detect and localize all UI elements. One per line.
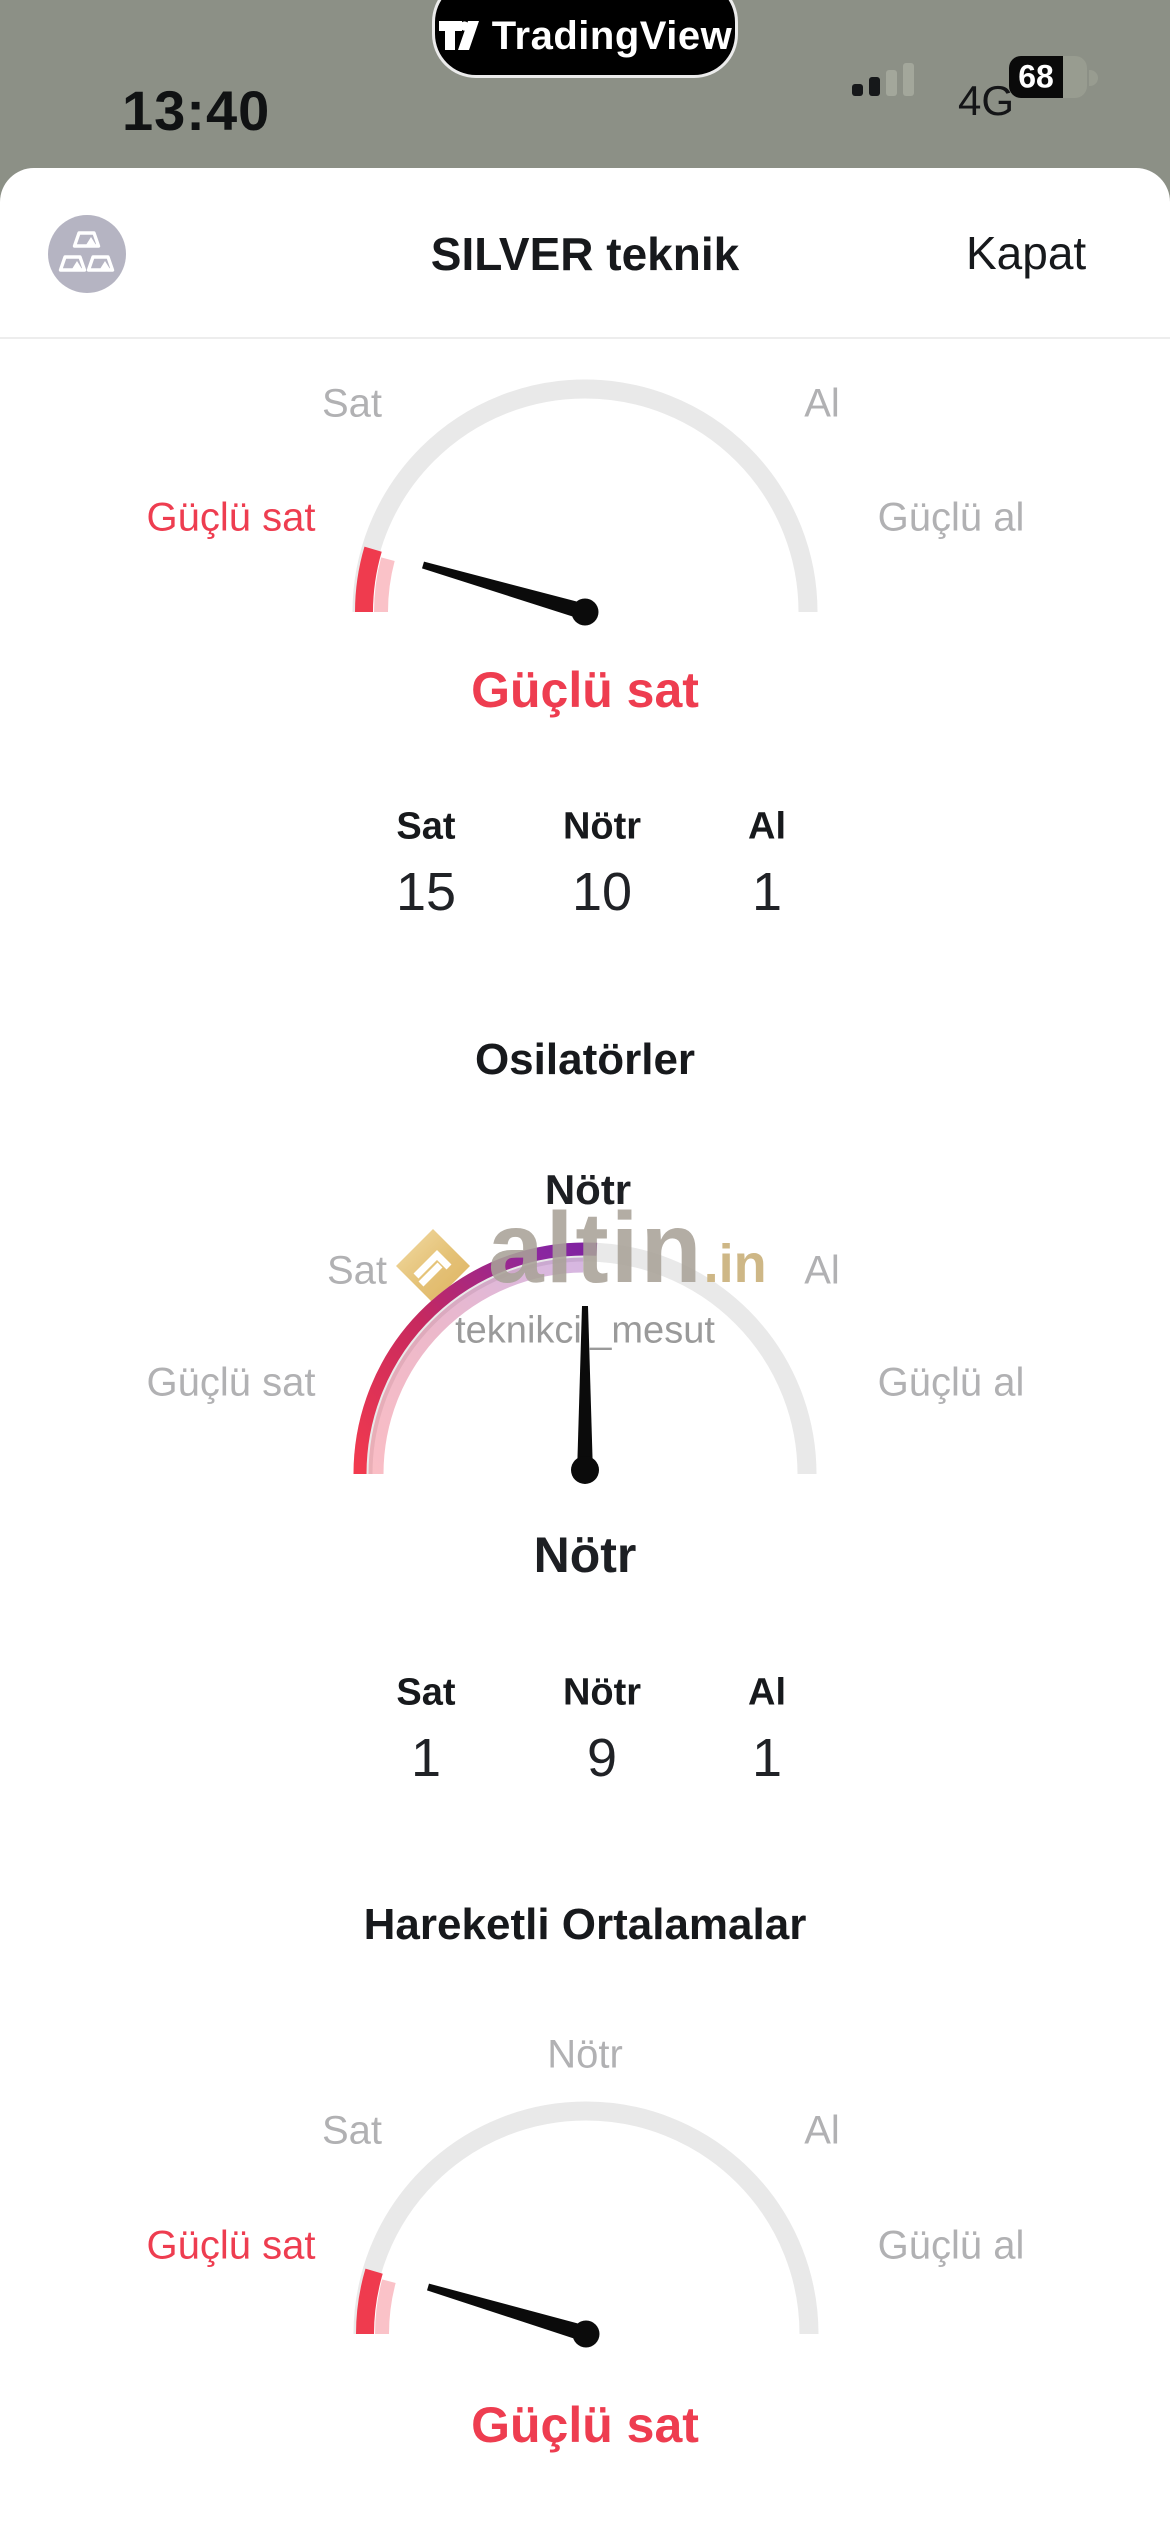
- altin-watermark: altin .in: [488, 1198, 767, 1298]
- battery-icon: 68: [1009, 56, 1087, 98]
- page-title: SILVER teknik: [430, 228, 740, 280]
- summary-count-sell-value: 15: [395, 862, 457, 922]
- oscillators-count-buy-value: 1: [751, 1728, 783, 1788]
- oscillators-section-title: Osilatörler: [474, 1035, 696, 1084]
- battery-cap: [1089, 70, 1098, 86]
- moving-averages-result: Güçlü sat: [471, 2397, 699, 2453]
- silver-symbol-avatar: [48, 215, 126, 293]
- summary-strong-buy-label: Güçlü al: [877, 495, 1025, 540]
- summary-result: Güçlü sat: [471, 662, 699, 718]
- oscillators-count-neutral-header: Nötr: [562, 1671, 642, 1714]
- oscillators-neutral-top-label: Nötr: [544, 1166, 632, 1213]
- moving-averages-sell-label: Sat: [321, 2108, 383, 2153]
- moving-averages-strong-sell-label: Güçlü sat: [146, 2223, 316, 2268]
- close-button[interactable]: Kapat: [966, 227, 1087, 279]
- summary-count-sell-header: Sat: [396, 805, 456, 848]
- summary-count-buy-value: 1: [751, 862, 783, 922]
- watermark-username: teknikcii_mesut: [455, 1309, 715, 1352]
- signal-strength-icon: [852, 63, 914, 96]
- oscillators-strong-sell-label: Güçlü sat: [146, 1360, 316, 1405]
- tradingview-logo-icon: [438, 18, 480, 56]
- watermark-brand: altin: [488, 1192, 704, 1304]
- battery-percent-label: 68: [1018, 58, 1054, 95]
- oscillators-strong-buy-label: Güçlü al: [877, 1360, 1025, 1405]
- dynamic-island-app-name: TradingView: [491, 14, 733, 58]
- moving-averages-buy-label: Al: [804, 2108, 840, 2153]
- oscillators-count-buy-header: Al: [748, 1671, 786, 1714]
- moving-averages-neutral-top-label: Nötr: [547, 2032, 623, 2077]
- summary-strong-sell-label: Güçlü sat: [146, 495, 316, 540]
- header-divider: [0, 337, 1170, 339]
- summary-buy-label: Al: [804, 381, 840, 426]
- oscillators-buy-label: Al: [804, 1248, 840, 1293]
- oscillators-count-sell-value: 1: [410, 1728, 442, 1788]
- dynamic-island-tradingview-banner[interactable]: TradingView: [432, 0, 738, 78]
- status-time: 13:40: [122, 79, 271, 142]
- summary-count-neutral-value: 10: [571, 862, 633, 922]
- oscillators-sell-label: Sat: [326, 1248, 388, 1293]
- network-type-label: 4G: [958, 77, 1015, 124]
- watermark-tld: .in: [703, 1234, 767, 1294]
- summary-sell-label: Sat: [321, 381, 383, 426]
- oscillators-result: Nötr: [533, 1527, 637, 1583]
- moving-averages-strong-buy-label: Güçlü al: [877, 2223, 1025, 2268]
- gold-bars-icon: [55, 228, 119, 280]
- summary-count-neutral-header: Nötr: [562, 805, 642, 848]
- summary-count-buy-header: Al: [748, 805, 786, 848]
- oscillators-count-sell-header: Sat: [396, 1671, 456, 1714]
- oscillators-count-neutral-value: 9: [586, 1728, 618, 1788]
- moving-averages-section-title: Hareketli Ortalamalar: [363, 1900, 807, 1949]
